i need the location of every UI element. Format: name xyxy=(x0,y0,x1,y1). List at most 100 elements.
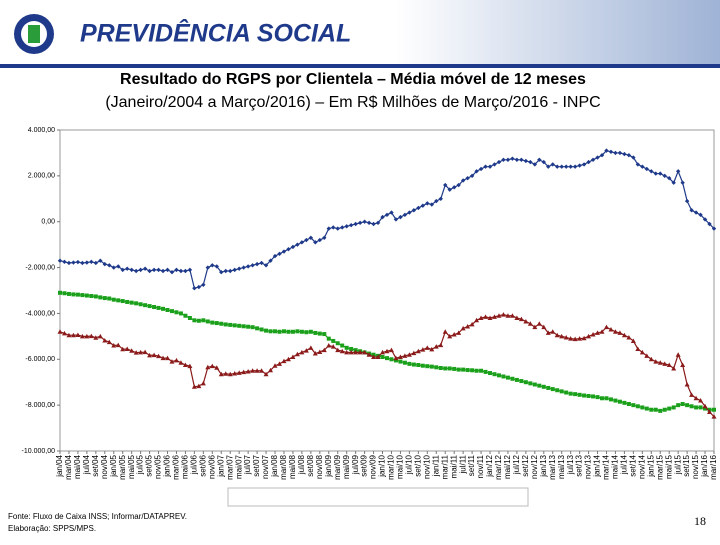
point xyxy=(169,359,175,364)
point xyxy=(492,162,497,167)
point xyxy=(568,164,573,169)
point xyxy=(658,408,663,413)
point xyxy=(500,312,506,317)
point xyxy=(644,166,650,172)
x-tick-label: mai/06 xyxy=(181,454,190,479)
point xyxy=(680,180,685,185)
point xyxy=(174,310,179,315)
point xyxy=(80,260,85,266)
point xyxy=(124,346,130,351)
point xyxy=(684,198,690,204)
point xyxy=(255,326,260,331)
point xyxy=(290,354,296,359)
point xyxy=(173,357,179,363)
point xyxy=(142,266,148,271)
x-tick-label: set/06 xyxy=(198,454,207,476)
x-tick-label: mar/06 xyxy=(172,454,181,479)
point xyxy=(66,260,72,266)
point xyxy=(165,307,170,312)
point xyxy=(111,343,117,348)
point xyxy=(639,349,645,355)
point xyxy=(156,305,161,310)
point xyxy=(353,349,359,355)
point xyxy=(313,330,318,335)
point xyxy=(550,162,555,167)
point xyxy=(344,349,350,355)
point xyxy=(640,164,645,169)
point xyxy=(187,316,192,321)
x-tick-label: mar/04 xyxy=(64,454,73,479)
point xyxy=(98,258,103,263)
point xyxy=(246,324,251,329)
point xyxy=(617,150,623,156)
point xyxy=(510,156,515,161)
point xyxy=(518,316,524,322)
point xyxy=(648,356,654,362)
point xyxy=(478,315,484,321)
point xyxy=(613,150,618,156)
point xyxy=(183,313,188,318)
x-tick-label: nov/14 xyxy=(637,454,646,479)
point xyxy=(465,323,471,329)
point xyxy=(93,335,99,340)
point xyxy=(492,314,498,319)
x-tick-label: mai/05 xyxy=(127,454,136,479)
point xyxy=(514,315,520,321)
point xyxy=(223,371,229,376)
point xyxy=(680,401,685,406)
point xyxy=(460,325,466,331)
point xyxy=(577,392,582,397)
point xyxy=(322,332,327,337)
point xyxy=(389,357,394,362)
point xyxy=(693,395,699,401)
point xyxy=(106,339,112,345)
point xyxy=(219,269,224,275)
x-tick-label: jan/06 xyxy=(163,454,172,477)
point xyxy=(80,293,85,298)
point xyxy=(294,351,300,357)
point xyxy=(429,202,434,207)
x-tick-label: jan/09 xyxy=(324,454,333,477)
point xyxy=(268,367,274,373)
point xyxy=(219,321,224,326)
point xyxy=(102,261,107,267)
point xyxy=(456,330,462,335)
point xyxy=(384,348,390,354)
x-tick-label: jul/10 xyxy=(405,454,414,475)
point xyxy=(711,226,717,231)
point xyxy=(182,362,188,368)
x-tick-label: nov/15 xyxy=(691,454,700,479)
point xyxy=(425,364,430,369)
point xyxy=(653,359,659,364)
point xyxy=(335,226,340,231)
point xyxy=(196,383,202,389)
point xyxy=(509,313,515,318)
point xyxy=(703,406,708,411)
point xyxy=(649,169,654,174)
point xyxy=(380,349,386,355)
point xyxy=(608,149,614,154)
x-tick-label: set/14 xyxy=(628,454,637,476)
point xyxy=(70,332,76,338)
point xyxy=(546,164,551,169)
x-tick-label: mar/15 xyxy=(655,454,664,479)
point xyxy=(178,268,184,274)
point xyxy=(66,332,72,338)
point xyxy=(600,396,605,401)
point xyxy=(281,358,287,364)
point xyxy=(147,268,152,274)
point xyxy=(590,332,596,337)
point xyxy=(326,343,332,348)
x-tick-label: jan/14 xyxy=(593,454,602,477)
point xyxy=(635,404,640,409)
point xyxy=(546,385,551,390)
point xyxy=(120,346,126,352)
point xyxy=(223,268,228,274)
point xyxy=(483,164,488,169)
point xyxy=(563,335,569,340)
x-tick-label: mai/09 xyxy=(342,454,351,479)
point xyxy=(223,322,228,327)
point xyxy=(568,336,574,341)
x-tick-label: set/09 xyxy=(360,454,369,476)
point xyxy=(555,388,560,393)
